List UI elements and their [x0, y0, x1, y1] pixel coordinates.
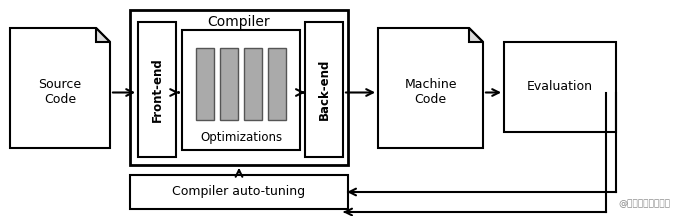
Text: Evaluation: Evaluation: [527, 81, 593, 94]
Text: Back-end: Back-end: [317, 59, 330, 120]
Polygon shape: [10, 28, 110, 148]
Bar: [305, 22, 343, 157]
Text: @稀土掘金技术社区: @稀土掘金技术社区: [618, 199, 670, 208]
Text: Source
Code: Source Code: [39, 78, 81, 106]
Bar: [196, 48, 214, 120]
Bar: [504, 42, 616, 132]
Text: Machine
Code: Machine Code: [404, 78, 457, 106]
Bar: [130, 175, 348, 209]
Bar: [244, 48, 262, 120]
Text: Front-end: Front-end: [151, 57, 163, 122]
Polygon shape: [469, 28, 483, 42]
Text: Compiler: Compiler: [207, 15, 271, 29]
Bar: [182, 30, 300, 150]
Bar: [130, 10, 348, 165]
Bar: [220, 48, 238, 120]
Bar: [268, 48, 286, 120]
Text: Compiler auto-tuning: Compiler auto-tuning: [172, 186, 306, 199]
Text: Optimizations: Optimizations: [200, 132, 282, 145]
Polygon shape: [96, 28, 110, 42]
Polygon shape: [378, 28, 483, 148]
Bar: [138, 22, 176, 157]
